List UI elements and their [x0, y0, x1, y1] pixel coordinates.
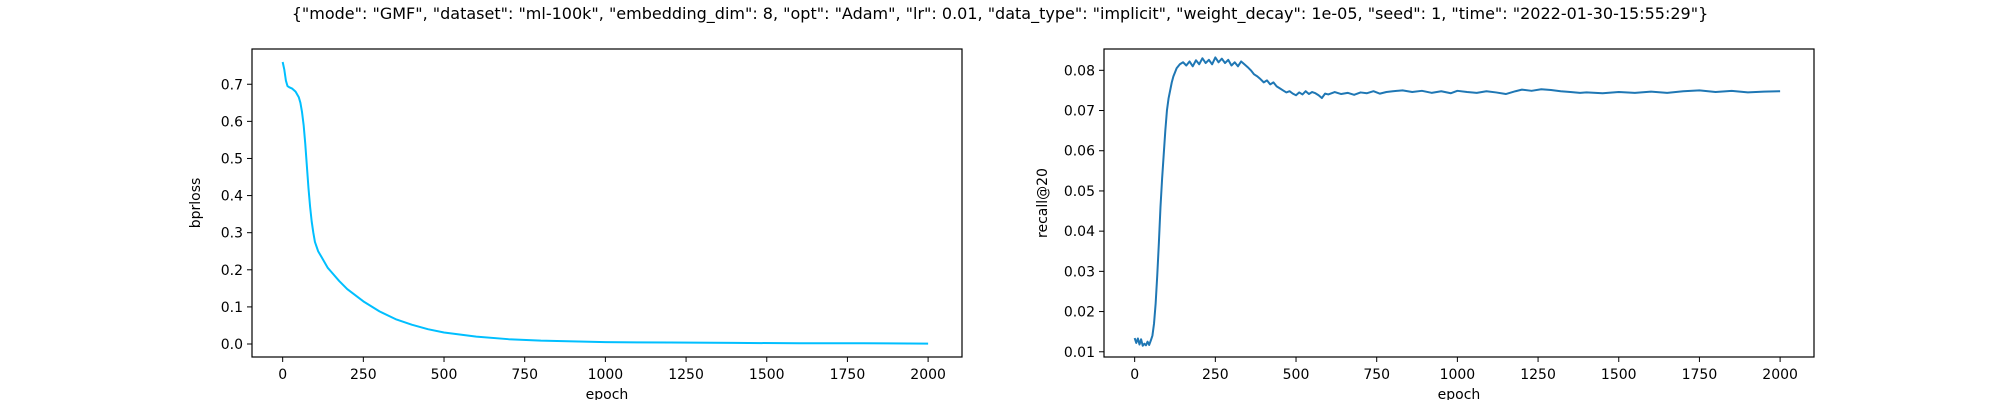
y-tick-label: 0.7 — [221, 77, 243, 93]
series-line — [1133, 56, 1781, 347]
y-tick-label: 0.0 — [221, 337, 243, 353]
plot-frame — [251, 48, 963, 358]
y-tick-label: 0.1 — [221, 300, 243, 316]
plot-frame — [1103, 48, 1815, 358]
x-tick-label: 500 — [431, 367, 458, 383]
y-tick-label: 0.02 — [1064, 305, 1095, 321]
x-tick-label: 250 — [350, 367, 377, 383]
x-tick-label: 1750 — [1682, 367, 1718, 383]
x-tick-label: 750 — [511, 367, 538, 383]
y-axis-label: bprloss — [188, 178, 204, 229]
x-tick-label: 250 — [1202, 367, 1229, 383]
x-tick-label: 2000 — [910, 367, 946, 383]
x-tick-label: 0 — [278, 367, 287, 383]
y-tick-label: 0.4 — [221, 189, 243, 205]
x-tick-label: 750 — [1363, 367, 1390, 383]
x-tick-label: 1000 — [588, 367, 624, 383]
figure-title: {"mode": "GMF", "dataset": "ml-100k", "e… — [291, 4, 1709, 23]
y-axis-label: recall@20 — [1035, 168, 1051, 238]
x-tick-label: 1500 — [749, 367, 785, 383]
y-tick-label: 0.08 — [1064, 63, 1095, 79]
y-tick-label: 0.2 — [221, 263, 243, 279]
x-tick-label: 1250 — [668, 367, 704, 383]
y-tick-label: 0.6 — [221, 114, 243, 130]
y-tick-label: 0.07 — [1064, 104, 1095, 120]
y-tick-label: 0.04 — [1064, 224, 1095, 240]
x-tick-label: 500 — [1283, 367, 1310, 383]
y-tick-label: 0.3 — [221, 226, 243, 242]
y-tick-label: 0.5 — [221, 151, 243, 167]
x-tick-label: 1750 — [830, 367, 866, 383]
x-tick-label: 0 — [1130, 367, 1139, 383]
y-tick-label: 0.03 — [1064, 264, 1095, 280]
y-tick-label: 0.05 — [1064, 184, 1095, 200]
x-tick-label: 1500 — [1601, 367, 1637, 383]
x-tick-label: 1000 — [1440, 367, 1476, 383]
x-axis-label: epoch — [586, 387, 629, 400]
x-tick-label: 1250 — [1520, 367, 1556, 383]
x-axis-label: epoch — [1438, 387, 1481, 400]
x-tick-label: 2000 — [1762, 367, 1798, 383]
series-line — [281, 61, 929, 345]
y-tick-label: 0.06 — [1064, 144, 1095, 160]
y-tick-label: 0.01 — [1064, 345, 1095, 361]
